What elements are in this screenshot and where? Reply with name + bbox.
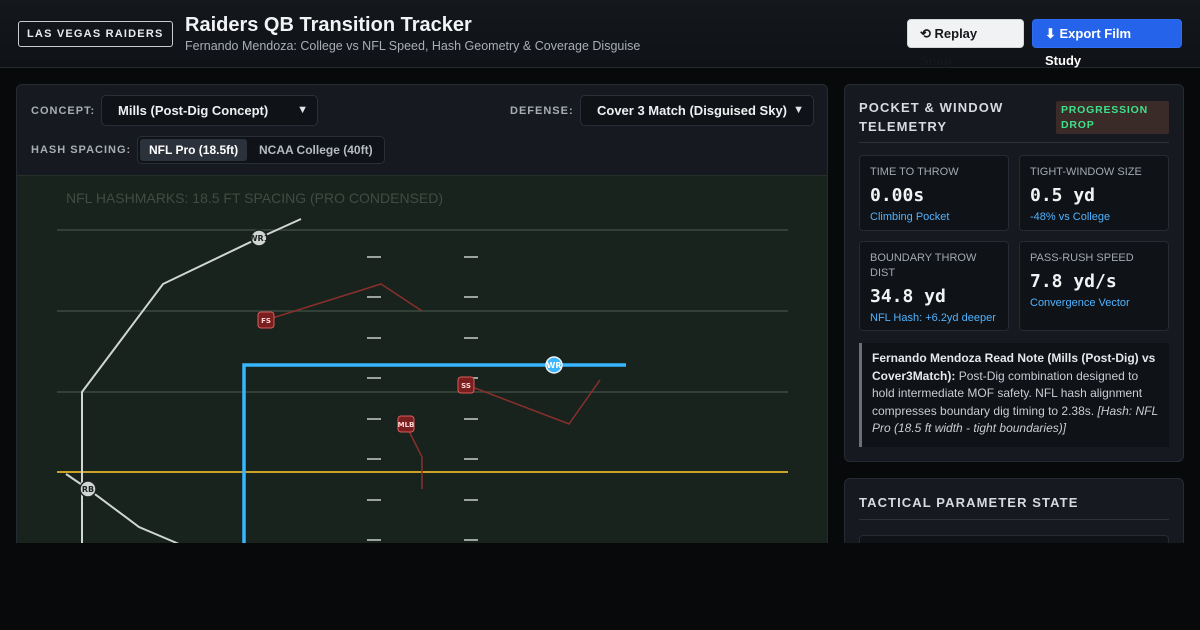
read-note-heading: Fernando Mendoza Read Note (Mills (Post-… bbox=[872, 351, 1156, 383]
metric-card-time-to-throw: TIME TO THROW 0.00s Climbing Pocket bbox=[859, 155, 1009, 231]
offense-routes bbox=[65, 218, 626, 553]
metric-value: 0.00s bbox=[870, 185, 925, 206]
field-canvas: NFL HASHMARKS: 18.5 FT SPACING (PRO COND… bbox=[17, 175, 827, 553]
app-header: LAS VEGAS RAIDERS Raiders QB Transition … bbox=[0, 0, 1200, 68]
metric-value: 0.5 yd bbox=[1030, 185, 1096, 206]
mlb-path bbox=[405, 424, 423, 489]
read-note-body: Post-Dig combination designed to hold in… bbox=[872, 368, 1143, 418]
fs-path bbox=[265, 283, 423, 321]
concept-select-value: Mills (Post-Dig Concept) bbox=[118, 103, 269, 118]
hash-spacing-label: HASH SPACING: bbox=[31, 144, 132, 156]
player-label: FS bbox=[261, 317, 271, 325]
concept-label: CONCEPT: bbox=[31, 105, 96, 117]
concept-select[interactable]: Mills (Post-Dig Concept) ▼ bbox=[101, 95, 318, 126]
metric-label: TIME TO THROW bbox=[870, 166, 959, 178]
rb-route bbox=[65, 473, 180, 545]
read-note-hash: [Hash: NFL Pro (18.5 ft width - tight bo… bbox=[872, 403, 1158, 436]
defense-select-value: Cover 3 Match (Disguised Sky) bbox=[597, 103, 787, 118]
metric-card-pass-rush: PASS-RUSH SPEED 7.8 yd/s Convergence Vec… bbox=[1019, 241, 1169, 331]
telemetry-panel: POCKET & WINDOW TELEMETRY PROGRESSION DR… bbox=[844, 84, 1184, 462]
tactical-parameter-title: TACTICAL PARAMETER STATE bbox=[859, 495, 1079, 510]
export-film-study-button[interactable]: ⬇ Export Film Study bbox=[1032, 19, 1182, 68]
hash-option-ncaa[interactable]: NCAA College (40ft) bbox=[259, 143, 373, 157]
player-label: SS bbox=[461, 382, 471, 390]
divider bbox=[859, 519, 1169, 520]
status-badge: PROGRESSION DROP bbox=[1056, 101, 1169, 134]
chevron-down-icon: ▼ bbox=[793, 104, 804, 116]
player-label: MLB bbox=[398, 421, 415, 429]
metric-sub: Climbing Pocket bbox=[870, 211, 950, 223]
players: WR1 WR RB FS SS bbox=[79, 229, 563, 498]
player-fs[interactable]: FS bbox=[257, 311, 275, 329]
metric-value: 7.8 yd/s bbox=[1030, 271, 1117, 292]
metric-card-window-size: TIGHT-WINDOW SIZE 0.5 yd -48% vs College bbox=[1019, 155, 1169, 231]
team-badge: LAS VEGAS RAIDERS bbox=[18, 21, 173, 47]
play-field-panel: CONCEPT: Mills (Post-Dig Concept) ▼ DEFE… bbox=[16, 84, 828, 554]
player-wr1[interactable]: WR1 bbox=[249, 229, 270, 247]
replay-snap-button[interactable]: ⟲ Replay Snap bbox=[907, 19, 1024, 68]
page-title: Raiders QB Transition Tracker bbox=[185, 14, 472, 36]
hash-spacing-toggle: NFL Pro (18.5ft) NCAA College (40ft) bbox=[137, 136, 385, 164]
defender-paths bbox=[265, 283, 601, 489]
metric-value: 34.8 yd bbox=[870, 286, 946, 307]
yard-lines bbox=[57, 229, 788, 473]
player-label: WR1 bbox=[249, 234, 270, 243]
metric-label: PASS-RUSH SPEED bbox=[1030, 252, 1134, 264]
metric-sub: Convergence Vector bbox=[1030, 297, 1130, 309]
ss-path bbox=[466, 379, 601, 425]
metric-label: BOUNDARY THROW DIST bbox=[870, 252, 977, 279]
hash-option-nfl[interactable]: NFL Pro (18.5ft) bbox=[140, 139, 248, 161]
player-rb[interactable]: RB bbox=[79, 480, 97, 498]
player-label: RB bbox=[82, 485, 94, 494]
wr-primary-route bbox=[242, 363, 626, 553]
metric-sub: NFL Hash: +6.2yd deeper bbox=[870, 312, 996, 324]
divider bbox=[859, 142, 1169, 143]
defense-label: DEFENSE: bbox=[510, 105, 574, 117]
qb-read-note: Fernando Mendoza Read Note (Mills (Post-… bbox=[859, 343, 1169, 447]
player-mlb[interactable]: MLB bbox=[397, 415, 415, 433]
player-wr[interactable]: WR bbox=[545, 356, 563, 374]
field-diagram: WR1 WR RB FS SS bbox=[57, 218, 788, 553]
page-subtitle: Fernando Mendoza: College vs NFL Speed, … bbox=[185, 39, 641, 53]
player-label: WR bbox=[547, 361, 562, 370]
wr1-route bbox=[81, 218, 302, 553]
hash-marks bbox=[367, 256, 478, 541]
chevron-down-icon: ▼ bbox=[297, 104, 308, 116]
field-caption: NFL HASHMARKS: 18.5 FT SPACING (PRO COND… bbox=[66, 190, 444, 206]
metric-sub: -48% vs College bbox=[1030, 211, 1111, 223]
player-ss[interactable]: SS bbox=[457, 376, 475, 394]
telemetry-title: POCKET & WINDOW TELEMETRY bbox=[859, 100, 1004, 134]
metric-card-boundary-throw: BOUNDARY THROW DIST 34.8 yd NFL Hash: +6… bbox=[859, 241, 1009, 331]
page-bottom-area bbox=[0, 543, 1200, 630]
defense-select[interactable]: Cover 3 Match (Disguised Sky) ▼ bbox=[580, 95, 814, 126]
metric-label: TIGHT-WINDOW SIZE bbox=[1030, 166, 1142, 178]
